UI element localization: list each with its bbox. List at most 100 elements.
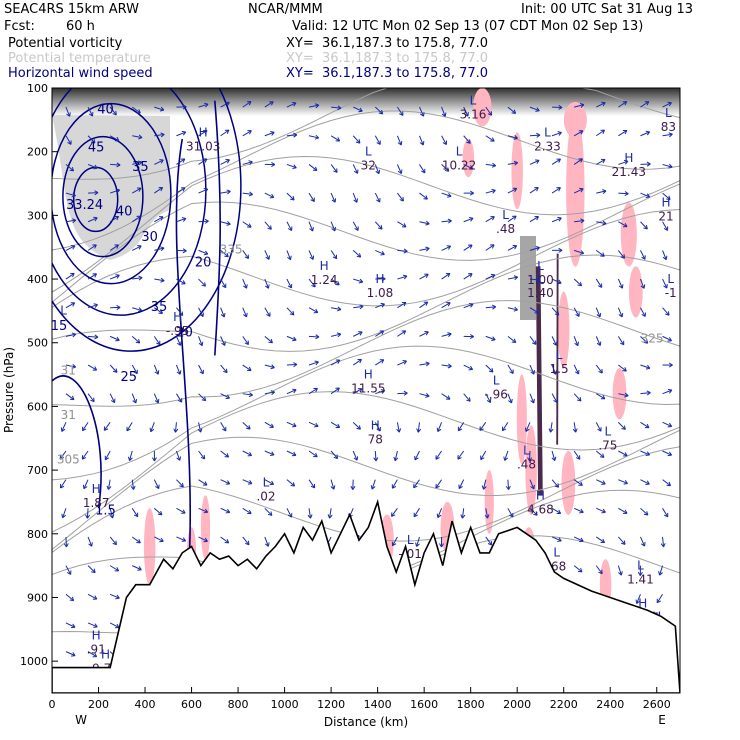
field-wind-name: Horizontal wind speed xyxy=(8,66,153,81)
wind-vector xyxy=(87,565,96,574)
y-tick-label: 600 xyxy=(27,400,48,413)
wind-vector xyxy=(153,364,159,375)
extremum-value: .48 xyxy=(517,458,536,472)
wind-vector xyxy=(87,244,97,251)
extremum-low-marker: L xyxy=(537,272,544,286)
wind-vector-head xyxy=(597,427,602,432)
x-tick-label: 1600 xyxy=(410,698,438,711)
wind-vector xyxy=(595,565,603,575)
wind-vector-head xyxy=(137,307,143,313)
wind-vector xyxy=(396,135,402,146)
wind-vector-head xyxy=(534,216,539,221)
wind-vector xyxy=(391,479,398,489)
wind-vector-head xyxy=(268,338,273,344)
wind-vector xyxy=(132,135,143,139)
wind-vector xyxy=(198,450,206,460)
wind-vector-head xyxy=(133,369,138,375)
wind-vector-head xyxy=(224,129,230,134)
wind-vector-head xyxy=(154,398,160,404)
wind-vector-head xyxy=(137,566,142,571)
extremum-low-marker: L xyxy=(456,144,463,158)
wind-vector-head xyxy=(267,225,272,230)
wind-vector-head xyxy=(154,370,160,375)
wind-speed-label: 20 xyxy=(195,255,212,270)
wind-vector xyxy=(396,422,400,433)
wind-vector xyxy=(220,393,230,399)
wind-vector-head xyxy=(309,255,315,260)
wind-vector-head xyxy=(225,159,230,164)
wind-vector xyxy=(330,421,340,428)
wind-vector-head xyxy=(270,451,275,456)
wind-vector xyxy=(441,302,451,309)
wind-vector-head xyxy=(203,188,209,193)
wind-speed-label: 25 xyxy=(120,370,137,385)
extremum-high-marker: H xyxy=(173,310,182,324)
wind-vector xyxy=(596,190,607,194)
wind-vector-head xyxy=(225,480,231,485)
wind-vector-head xyxy=(397,169,403,174)
wind-vector-head xyxy=(138,134,143,140)
wind-vector-head xyxy=(69,395,75,401)
wind-vector-head xyxy=(425,361,430,367)
field-theta-name: Potential temperature xyxy=(8,51,151,66)
wind-vector xyxy=(264,391,275,395)
wind-vector-head xyxy=(330,485,336,490)
wind-vector-head xyxy=(353,169,359,174)
y-tick-label: 700 xyxy=(27,464,48,477)
wind-vector-head xyxy=(127,456,133,461)
wind-vector-head xyxy=(114,215,120,221)
west-label: W xyxy=(75,713,87,727)
wind-vector-head xyxy=(287,226,293,231)
wind-vector-head xyxy=(574,369,580,375)
wind-vector xyxy=(573,422,577,433)
wind-vector xyxy=(485,163,496,167)
theta-contour xyxy=(52,345,680,481)
wind-vector xyxy=(242,250,249,259)
wind-vector xyxy=(154,187,163,194)
wind-vector xyxy=(87,273,97,280)
wind-vector-head xyxy=(620,254,626,259)
wind-vector-head xyxy=(61,513,67,519)
wind-vector-head xyxy=(511,109,517,114)
wind-vector xyxy=(419,164,426,174)
wind-vector-head xyxy=(554,483,560,488)
x-tick-label: 400 xyxy=(135,698,156,711)
wind-vector-head xyxy=(532,340,537,345)
wind-vector xyxy=(150,422,155,432)
wind-vector-head xyxy=(247,223,252,228)
wind-vector xyxy=(352,221,359,231)
wind-vector-head xyxy=(293,132,298,138)
wind-vector-head xyxy=(292,164,297,170)
wind-vector xyxy=(504,450,509,461)
wind-vector xyxy=(640,450,650,456)
wind-vector xyxy=(662,479,671,487)
wind-vector-head xyxy=(269,193,275,199)
forecast-hours: 60 h xyxy=(66,19,95,34)
wind-vector-head xyxy=(177,398,183,403)
wind-vector-head xyxy=(289,310,295,316)
wind-vector xyxy=(242,192,253,195)
wind-vector-head xyxy=(481,485,487,490)
extremum-low-marker: L xyxy=(605,425,612,439)
wind-vector xyxy=(662,421,672,427)
wind-vector-head xyxy=(358,331,363,336)
wind-vector-head xyxy=(63,543,69,548)
wind-vector-head xyxy=(419,141,425,146)
wind-vector-head xyxy=(203,508,209,514)
wind-vector-head xyxy=(643,511,649,516)
wind-vector-head xyxy=(247,509,252,515)
wind-vector xyxy=(61,422,67,432)
wind-speed-label: 15 xyxy=(51,319,68,334)
wind-vector xyxy=(87,364,97,371)
extremum-value: .75 xyxy=(598,439,617,453)
wind-vector xyxy=(286,421,297,427)
center-name: NCAR/MMM xyxy=(248,2,323,17)
wind-vector-head xyxy=(644,101,650,106)
wind-vector xyxy=(65,364,76,368)
wind-vector-head xyxy=(421,168,426,174)
wind-vector-head xyxy=(557,216,562,222)
wind-vector-head xyxy=(226,189,231,195)
wind-vector xyxy=(529,216,539,223)
wind-vector-head xyxy=(71,363,77,369)
wind-vector-head xyxy=(442,140,448,145)
